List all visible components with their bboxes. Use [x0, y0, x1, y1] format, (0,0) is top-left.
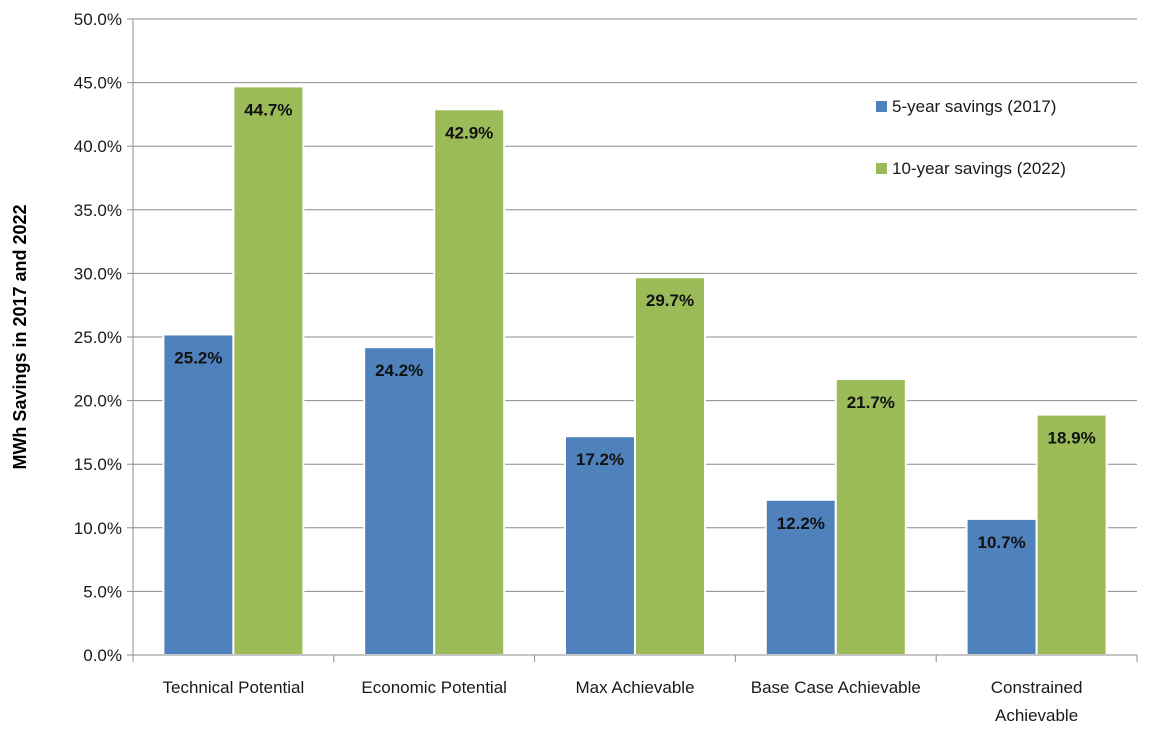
y-tick-label: 30.0%: [74, 264, 122, 283]
y-tick-label: 40.0%: [74, 137, 122, 156]
data-label: 29.7%: [646, 291, 694, 310]
legend-label: 10-year savings (2022): [892, 159, 1066, 178]
y-tick-label: 15.0%: [74, 455, 122, 474]
x-category-label: Max Achievable: [575, 678, 694, 697]
bar-2022: [232, 85, 305, 656]
y-tick-labels: 0.0% 5.0% 10.0% 15.0% 20.0% 25.0% 30.0% 35.0% 40…: [74, 10, 122, 665]
legend-swatch: [876, 163, 887, 174]
legend: 5-year savings (2017) 10-year savings (20…: [876, 97, 1066, 178]
x-category-label: Technical Potential: [163, 678, 305, 697]
bar-2017: [965, 517, 1038, 656]
y-tick-label: 50.0%: [74, 10, 122, 29]
data-label: 17.2%: [576, 450, 624, 469]
bar-2017: [764, 498, 837, 657]
y-tick-label: 5.0%: [83, 582, 122, 601]
bar-2022: [834, 377, 907, 656]
bar-2022: [433, 108, 506, 656]
legend-label: 5-year savings (2017): [892, 97, 1056, 116]
y-tick-label: 20.0%: [74, 392, 122, 411]
y-tick-label: 45.0%: [74, 74, 122, 93]
y-tick-label: 35.0%: [74, 201, 122, 220]
legend-swatch: [876, 101, 887, 112]
data-label: 10.7%: [977, 533, 1025, 552]
bar-2022: [634, 276, 706, 656]
x-category-label: Constrained Achievable: [991, 678, 1083, 725]
x-category-labels: Technical Potential Economic Potential Max…: [163, 678, 1083, 725]
data-label: 24.2%: [375, 361, 423, 380]
y-axis-title: MWh Savings in 2017 and 2022: [10, 204, 30, 469]
y-tick-label: 0.0%: [83, 646, 122, 665]
y-tick-label: 25.0%: [74, 328, 122, 347]
axes: [127, 18, 1138, 662]
x-category-label: Base Case Achievable: [751, 678, 921, 697]
data-label: 44.7%: [244, 100, 292, 119]
data-label: 42.9%: [445, 123, 493, 142]
data-labels: 25.2% 44.7% 24.2% 42.9% 17.2% 29.7% 12.2% 21.7%…: [174, 100, 1095, 551]
data-label: 21.7%: [847, 393, 895, 412]
bar-2017: [162, 333, 235, 656]
x-category-label: Economic Potential: [361, 678, 507, 697]
data-label: 12.2%: [777, 514, 825, 533]
data-label: 18.9%: [1047, 429, 1095, 448]
bar-2017: [363, 346, 436, 656]
bar-2022: [1035, 413, 1108, 657]
bar-2017: [564, 435, 636, 656]
data-label: 25.2%: [174, 348, 222, 367]
y-tick-label: 10.0%: [74, 519, 122, 538]
